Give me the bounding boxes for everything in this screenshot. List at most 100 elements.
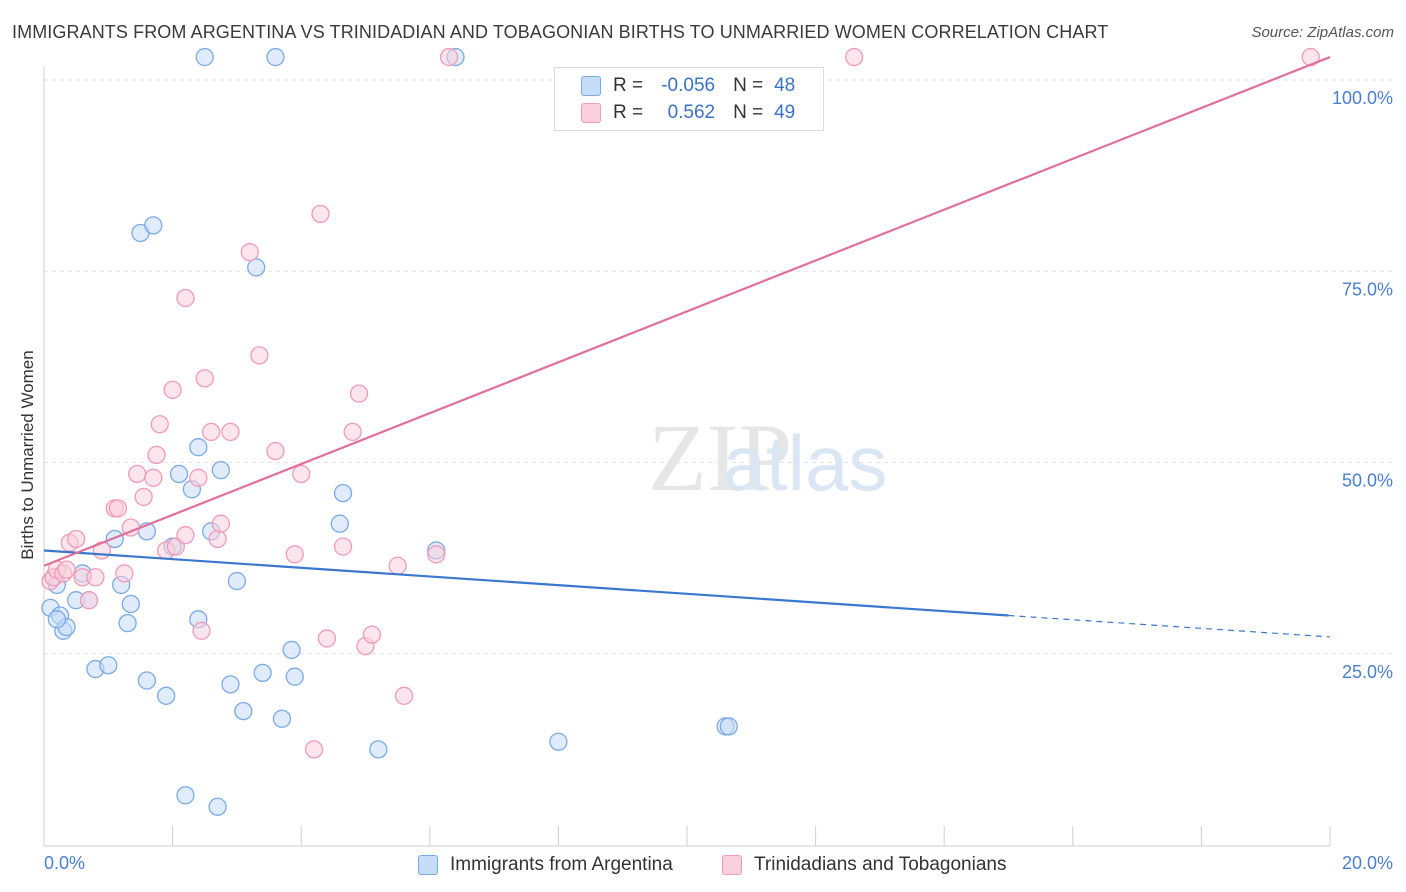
point-trinidad <box>176 288 195 308</box>
point-trinidad <box>195 369 214 388</box>
point-argentina <box>333 483 353 503</box>
point-trinidad <box>343 422 362 442</box>
point-trinidad <box>317 629 337 648</box>
point-argentina <box>211 460 230 480</box>
point-trinidad <box>388 556 407 575</box>
point-argentina <box>369 740 388 759</box>
swatch-argentina <box>581 76 601 96</box>
point-trinidad <box>79 591 99 610</box>
point-trinidad <box>147 445 166 465</box>
data-points <box>41 47 1320 816</box>
legend-swatch-trinidad <box>722 855 742 875</box>
n-label: N = <box>733 75 764 96</box>
point-trinidad <box>192 621 211 640</box>
point-trinidad <box>128 464 147 484</box>
point-trinidad <box>221 422 240 442</box>
point-argentina <box>144 216 163 235</box>
legend-item-argentina[interactable]: Immigrants from Argentina <box>418 851 673 879</box>
point-trinidad <box>57 560 76 579</box>
point-trinidad <box>311 204 330 224</box>
x-tick-label-max: 20.0% <box>1342 853 1393 873</box>
point-trinidad <box>333 537 353 556</box>
point-trinidad <box>427 545 446 564</box>
point-argentina <box>247 258 266 277</box>
point-argentina <box>272 709 292 728</box>
correlation-legend: R = -0.056 N = 48 R = 0.562 N = 49 <box>554 67 824 131</box>
point-trinidad <box>349 384 369 403</box>
point-trinidad <box>285 545 304 564</box>
point-argentina <box>195 47 214 67</box>
point-trinidad <box>150 415 169 434</box>
point-argentina <box>282 640 301 660</box>
axes <box>43 66 1331 847</box>
trend-lines <box>43 56 1331 638</box>
grid-lines <box>44 79 1392 655</box>
watermark-atlas: atlas <box>723 419 888 507</box>
point-trinidad <box>202 422 221 442</box>
point-trinidad <box>67 529 86 549</box>
x-tick-label-min: 0.0% <box>44 853 85 873</box>
point-argentina <box>121 594 140 614</box>
r-value-trinidad: 0.562 <box>667 102 716 123</box>
point-argentina <box>157 686 176 705</box>
point-argentina <box>253 663 272 683</box>
point-trinidad <box>134 487 153 507</box>
point-argentina <box>169 464 189 484</box>
r-label: R = <box>613 102 644 123</box>
swatch-trinidad <box>581 103 601 123</box>
point-argentina <box>549 732 568 751</box>
legend-label-trinidad: Trinidadians and Tobagonians <box>754 854 1007 875</box>
series-legend: Immigrants from Argentina Trinidadians a… <box>0 851 1406 879</box>
point-trinidad <box>266 441 285 461</box>
n-label: N = <box>733 102 764 123</box>
point-trinidad <box>189 468 208 487</box>
legend-label-argentina: Immigrants from Argentina <box>450 854 673 875</box>
trend-line-trinidad <box>43 56 1331 567</box>
point-trinidad <box>211 514 230 533</box>
point-trinidad <box>86 568 105 587</box>
point-trinidad <box>176 526 195 545</box>
legend-item-trinidad[interactable]: Trinidadians and Tobagonians <box>722 851 1006 879</box>
point-argentina <box>208 797 227 816</box>
point-trinidad <box>108 499 128 518</box>
n-value-trinidad: 49 <box>774 102 796 123</box>
legend-row-trinidad: R = 0.562 N = 49 <box>581 100 795 126</box>
point-trinidad <box>163 380 182 399</box>
watermark-zip: ZIP <box>648 404 792 511</box>
r-label: R = <box>613 75 644 96</box>
point-argentina <box>330 514 349 533</box>
y-tick-label-50: 50.0% <box>1342 471 1393 491</box>
r-value-argentina: -0.056 <box>661 75 716 96</box>
point-trinidad <box>845 47 864 67</box>
point-argentina <box>189 438 208 457</box>
point-argentina <box>266 47 285 67</box>
legend-row-argentina: R = -0.056 N = 48 <box>581 73 795 99</box>
point-argentina <box>719 717 738 736</box>
y-tick-label-100: 100.0% <box>1332 88 1393 108</box>
point-trinidad <box>362 625 382 644</box>
legend-swatch-argentina <box>418 855 438 875</box>
point-argentina <box>234 701 253 721</box>
y-tick-label-75: 75.0% <box>1342 279 1393 299</box>
point-trinidad <box>439 47 459 67</box>
point-argentina <box>137 671 157 690</box>
point-trinidad <box>144 468 163 487</box>
chart-title: IMMIGRANTS FROM ARGENTINA VS TRINIDADIAN… <box>12 22 1109 42</box>
n-value-argentina: 48 <box>774 75 796 96</box>
point-argentina <box>105 529 124 549</box>
y-tick-label-25: 25.0% <box>1342 662 1393 682</box>
point-argentina <box>47 610 67 629</box>
tick-labels: 25.0% 50.0% 75.0% 100.0% 0.0% 20.0% <box>44 88 1393 873</box>
point-argentina <box>285 667 304 686</box>
point-argentina <box>99 656 118 675</box>
point-trinidad <box>394 686 414 705</box>
point-argentina <box>176 786 195 805</box>
source-credit: Source: ZipAtlas.com <box>1251 24 1394 41</box>
point-argentina <box>118 614 137 633</box>
point-argentina <box>221 675 240 694</box>
point-trinidad <box>240 242 259 262</box>
trend-line-argentina-extension <box>1008 614 1331 638</box>
trend-line-argentina <box>43 549 1009 617</box>
point-argentina <box>227 571 247 591</box>
